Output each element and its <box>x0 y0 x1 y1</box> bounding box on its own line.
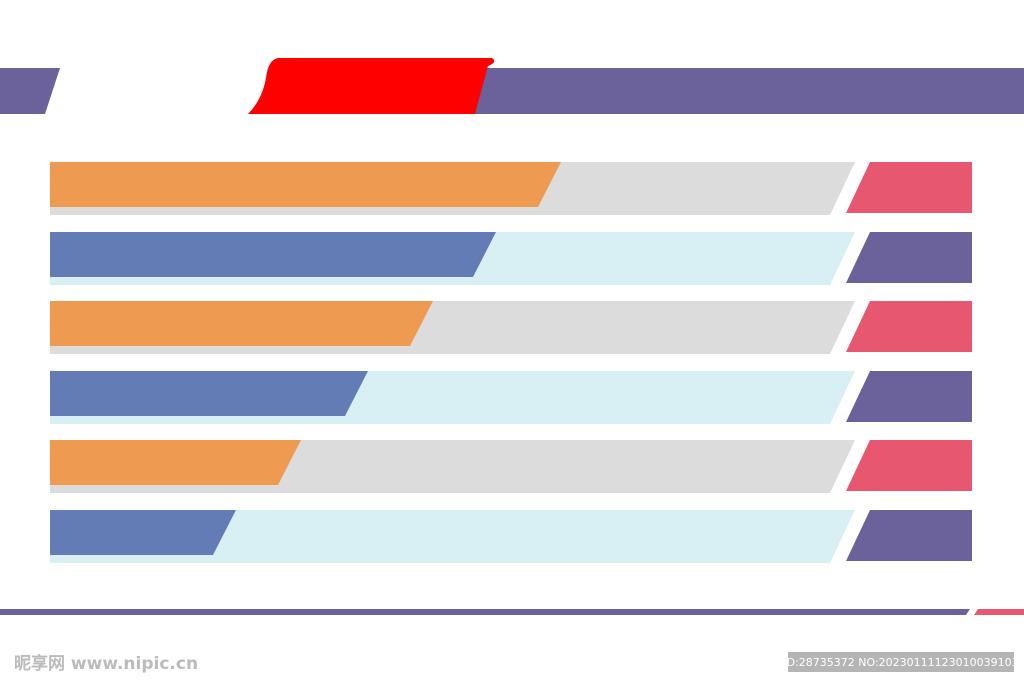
header-ribbon <box>248 58 495 114</box>
row-tag <box>846 162 972 213</box>
watermark-box <box>788 652 1014 672</box>
row-tag <box>846 301 972 352</box>
watermark-site: 昵享网 www.nipic.cn <box>14 653 198 674</box>
row-bar <box>50 232 496 277</box>
footer-accent <box>974 609 1024 615</box>
row-tag <box>846 440 972 491</box>
header <box>0 58 1024 114</box>
row-tag <box>846 232 972 283</box>
watermark-id: ID:28735372 NO:20230111123010039103 <box>783 656 1018 669</box>
header-band <box>465 68 1024 114</box>
header-left-tab <box>0 68 60 114</box>
row-bar <box>50 162 561 207</box>
rows <box>50 162 972 563</box>
row-bar <box>50 510 236 555</box>
row-bar <box>50 301 433 346</box>
row-track <box>50 510 855 563</box>
row-bar <box>50 440 301 485</box>
row-tag <box>846 371 972 422</box>
footer <box>0 609 1024 615</box>
row-bar <box>50 371 368 416</box>
row-tag <box>846 510 972 561</box>
footer-line <box>0 609 970 615</box>
